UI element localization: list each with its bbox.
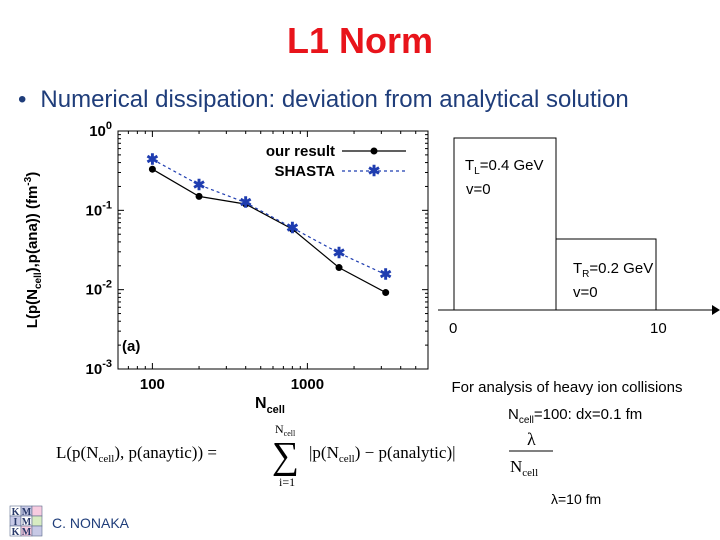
- data-point-our-result: [288, 225, 296, 233]
- y-tick-group: 100 10-1 10-2 10-3: [86, 120, 428, 378]
- data-point-our-result: [195, 192, 203, 200]
- svg-text:M: M: [22, 527, 32, 538]
- bullet-point: • Numerical dissipation: deviation from a…: [18, 86, 629, 114]
- data-point-shasta: ✱: [239, 195, 252, 212]
- fraction-numerator: λ: [527, 429, 536, 449]
- arrowhead-icon: [712, 305, 720, 315]
- series-group: ✱ ✱ ✱ ✱ ✱ ✱: [146, 151, 392, 297]
- l1-norm-formula: L(p(Ncell), p(anaytic)) = Ncell ∑ i=1 |p…: [56, 422, 553, 489]
- x-tick-label: 1000: [291, 376, 324, 393]
- svg-text:M: M: [22, 507, 32, 518]
- bullet-text: Numerical dissipation: deviation from an…: [40, 86, 629, 113]
- data-point-shasta: ✱: [333, 245, 346, 262]
- data-point-our-result: [382, 289, 390, 297]
- x-tick-group: 100 1000: [127, 131, 417, 393]
- kmi-logo: K M I M K M: [9, 505, 43, 538]
- left-temperature-label: TL=0.4 GeV: [465, 157, 544, 177]
- legend: our result SHASTA ✱: [266, 143, 406, 180]
- y-tick-label: 10-1: [86, 199, 112, 219]
- y-tick-label: 100: [89, 120, 112, 140]
- y-tick-label: 10-2: [86, 279, 112, 299]
- formula-lhs: L(p(Ncell), p(anaytic)) =: [56, 443, 217, 465]
- panel-label: (a): [122, 338, 140, 355]
- right-state-box: [556, 238, 657, 310]
- data-point-our-result: [335, 264, 343, 272]
- left-velocity-label: v=0: [466, 181, 491, 198]
- legend-label-shasta: SHASTA: [274, 163, 335, 180]
- lambda-note: λ=10 fm: [551, 491, 601, 507]
- svg-text:M: M: [22, 517, 32, 528]
- bullet-dot-icon: •: [18, 86, 27, 113]
- author-name: C. NONAKA: [52, 515, 130, 531]
- svg-text:I: I: [14, 517, 18, 528]
- y-axis-label: L(p(Ncell),p(ana)) (fm-3): [23, 172, 44, 328]
- left-state-box: [453, 137, 557, 310]
- legend-marker-our-result: [370, 147, 378, 155]
- legend-label-our-result: our result: [266, 143, 335, 160]
- x-axis-label: Ncell: [255, 395, 285, 416]
- notes: For analysis of heavy ion collisions Nce…: [452, 379, 683, 507]
- formula-body: |p(Ncell) − p(analytic)|: [309, 443, 456, 465]
- summation-icon: ∑: [272, 435, 299, 477]
- data-point-our-result: [242, 200, 250, 208]
- sum-lower-limit: i=1: [279, 475, 295, 489]
- axis-ten-label: 10: [650, 320, 667, 337]
- data-point-shasta: ✱: [286, 220, 299, 237]
- axis-zero-label: 0: [449, 320, 457, 337]
- data-point-our-result: [148, 165, 156, 173]
- initial-condition-diagram: TL=0.4 GeV v=0 TR=0.2 GeV v=0 0 10: [438, 137, 720, 337]
- x-tick-label: 100: [140, 376, 165, 393]
- ncell-note: Ncell=100: dx=0.1 fm: [508, 406, 642, 426]
- series-line-shasta: [152, 158, 386, 276]
- l1-norm-chart: 100 10-1 10-2 10-3 100 1000 ✱ ✱ ✱ ✱ ✱ ✱ L(p(Ncell…: [23, 120, 429, 416]
- right-velocity-label: v=0: [573, 284, 598, 301]
- analysis-note: For analysis of heavy ion collisions: [452, 379, 683, 396]
- svg-text:K: K: [12, 507, 20, 518]
- legend-marker-shasta: ✱: [368, 163, 381, 180]
- plot-frame: [117, 130, 429, 370]
- fraction-denominator: Ncell: [510, 457, 538, 479]
- data-point-shasta: ✱: [146, 151, 159, 168]
- data-point-shasta: ✱: [193, 177, 206, 194]
- data-point-shasta: ✱: [379, 267, 392, 284]
- series-line-our-result: [152, 168, 386, 294]
- svg-text:K: K: [12, 527, 20, 538]
- slide-title: L1 Norm: [286, 20, 434, 61]
- y-tick-label: 10-3: [86, 358, 112, 378]
- sum-upper-limit: Ncell: [275, 422, 296, 438]
- right-temperature-label: TR=0.2 GeV: [573, 260, 653, 280]
